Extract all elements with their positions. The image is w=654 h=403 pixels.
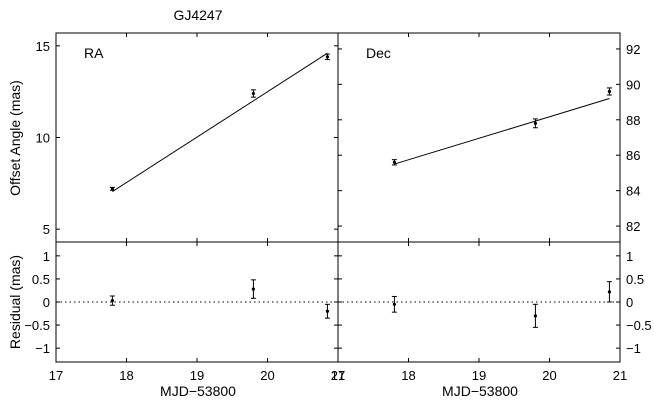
y-axis-title-top: Offset Angle (mas) [7, 80, 23, 196]
ra-y-tick-label: 10 [36, 131, 50, 146]
dec-residual-data-point [392, 302, 396, 306]
ra-residual-x-tick-label: 21 [331, 368, 345, 383]
dec-residual-data-point [533, 314, 538, 318]
dec-panel-label: Dec [366, 45, 391, 61]
dec-residual-y-tick-label: 1 [626, 249, 633, 264]
dec-y-tick-label: 92 [626, 42, 640, 57]
ra-y-tick-label: 15 [36, 39, 50, 54]
dec-data-point [607, 89, 612, 94]
dec-y-tick-label: 84 [626, 184, 640, 199]
chart-title: GJ4247 [173, 7, 222, 23]
dec-residual-x-tick-label: 18 [401, 368, 415, 383]
dec-frame [337, 32, 621, 243]
ra-residual-data-point [251, 287, 255, 291]
dec-residual-y-tick-label: 0 [626, 295, 633, 310]
dec-data-point [392, 160, 396, 164]
ra-data-point [251, 91, 255, 96]
ra-residual-y-tick-label: 1 [43, 249, 50, 264]
dec-y-tick-label: 90 [626, 77, 640, 92]
ra-data-point [325, 55, 330, 59]
dec-residual-y-tick-label: −0.5 [626, 318, 652, 333]
ra-panel-label: RA [84, 45, 104, 61]
ra-residual-y-tick-label: −1 [35, 341, 50, 356]
ra-y-tick-label: 5 [43, 222, 50, 237]
ra-residual-x-tick-label: 18 [119, 368, 133, 383]
y-axis-title-bottom: Residual (mas) [7, 255, 23, 349]
dec-y-tick-label: 88 [626, 113, 640, 128]
dec-residual-data-point [607, 290, 612, 294]
ra-residual-y-tick-label: 0 [43, 295, 50, 310]
dec-data-point [533, 121, 538, 125]
ra-residual-data-point [110, 299, 114, 303]
ra-residual-x-tick-label: 20 [260, 368, 274, 383]
dec-residual-x-tick-label: 19 [472, 368, 486, 383]
dec-residual-x-tick-label: 17 [331, 368, 345, 383]
dec-residual-y-tick-label: −1 [626, 341, 641, 356]
ra-residual-y-tick-label: −0.5 [24, 318, 50, 333]
dec-residual-y-tick-label: 0.5 [626, 272, 644, 287]
ra-residual-data-point [325, 309, 330, 313]
ra-data-point [110, 187, 114, 191]
dec-fit-line [394, 98, 610, 165]
ra-residual-x-tick-label: 17 [49, 368, 63, 383]
dec-residual-x-tick-label: 20 [542, 368, 556, 383]
x-axis-title-right: MJD−53800 [442, 383, 518, 399]
ra-residual-x-tick-label: 19 [190, 368, 204, 383]
ra-residual-y-tick-label: 0.5 [32, 272, 50, 287]
x-axis-title-left: MJD−53800 [160, 383, 236, 399]
dec-residual-x-tick-label: 21 [613, 368, 627, 383]
dec-y-tick-label: 86 [626, 148, 640, 163]
ra-fit-line [112, 52, 328, 193]
dec-y-tick-label: 82 [626, 219, 640, 234]
